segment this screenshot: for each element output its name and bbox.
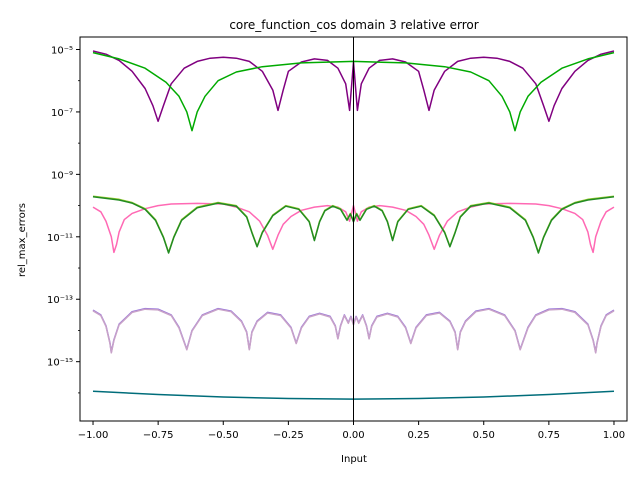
y-tick-label: 10⁻⁹ bbox=[51, 170, 73, 181]
y-tick-label: 10⁻⁵ bbox=[51, 45, 73, 56]
y-axis-label: rel_max_errors bbox=[17, 203, 28, 277]
x-tick-label: −0.50 bbox=[208, 430, 239, 441]
y-tick-label: 10⁻⁷ bbox=[51, 108, 73, 119]
x-tick-label: 0.50 bbox=[473, 430, 495, 441]
x-tick-label: −1.00 bbox=[78, 430, 109, 441]
y-tick-label: 10⁻¹³ bbox=[47, 295, 73, 306]
x-tick-label: −0.75 bbox=[143, 430, 174, 441]
axes-layer: −1.00 −0.75 −0.50 −0.25 0.00 0.25 0.50 0.75 1.00… bbox=[47, 36, 628, 441]
chart-title: core_function_cos domain 3 relative erro… bbox=[229, 18, 478, 32]
x-tick-label: 0.25 bbox=[407, 430, 429, 441]
y-tick-label: 10⁻¹¹ bbox=[47, 233, 73, 244]
x-tick-label: 0.00 bbox=[342, 430, 364, 441]
series-layer bbox=[92, 37, 615, 421]
x-tick-label: 0.75 bbox=[538, 430, 560, 441]
x-tick-label: 1.00 bbox=[603, 430, 625, 441]
y-tick-label: 10⁻¹⁵ bbox=[47, 358, 73, 369]
x-tick-label: −0.25 bbox=[273, 430, 304, 441]
x-axis-label: Input bbox=[341, 454, 367, 465]
